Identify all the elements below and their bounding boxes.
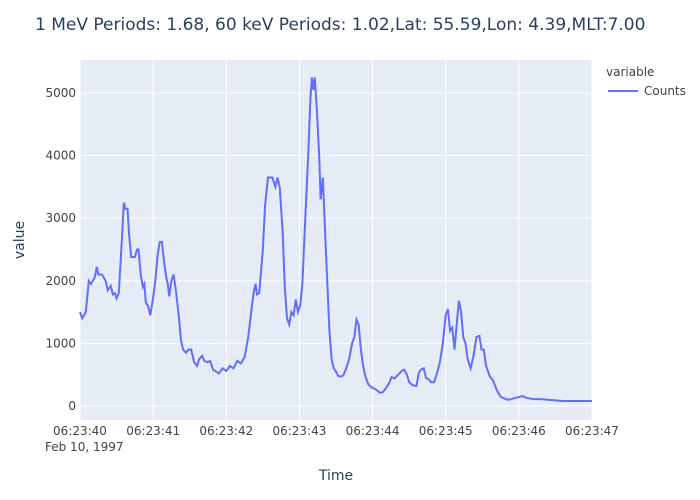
chart-title: 1 MeV Periods: 1.68, 60 keV Periods: 1.0… xyxy=(35,15,645,35)
legend-title: variable xyxy=(606,65,654,79)
x-tick-label: 06:23:46 xyxy=(492,424,546,438)
x-tick-label: 06:23:41 xyxy=(126,424,180,438)
legend-label: Counts xyxy=(644,84,686,98)
y-tick-label: 3000 xyxy=(45,211,76,225)
x-tick-label: 06:23:45 xyxy=(419,424,473,438)
x-date-label: Feb 10, 1997 xyxy=(45,440,124,454)
y-axis-title: value xyxy=(12,221,28,259)
y-tick-label: 0 xyxy=(68,399,76,413)
y-tick-label: 4000 xyxy=(45,149,76,163)
line-series xyxy=(79,77,592,402)
x-axis-title: Time xyxy=(318,468,353,484)
y-tick-label: 5000 xyxy=(45,86,76,100)
x-tick-label: 06:23:40 xyxy=(53,424,107,438)
x-tick-label: 06:23:42 xyxy=(199,424,253,438)
x-tick-label: 06:23:43 xyxy=(272,424,326,438)
x-tick-label: 06:23:44 xyxy=(346,424,400,438)
x-tick-label: 06:23:47 xyxy=(565,424,619,438)
plot-area xyxy=(80,60,592,420)
y-tick-label: 2000 xyxy=(45,274,76,288)
y-tick-label: 1000 xyxy=(45,336,76,350)
